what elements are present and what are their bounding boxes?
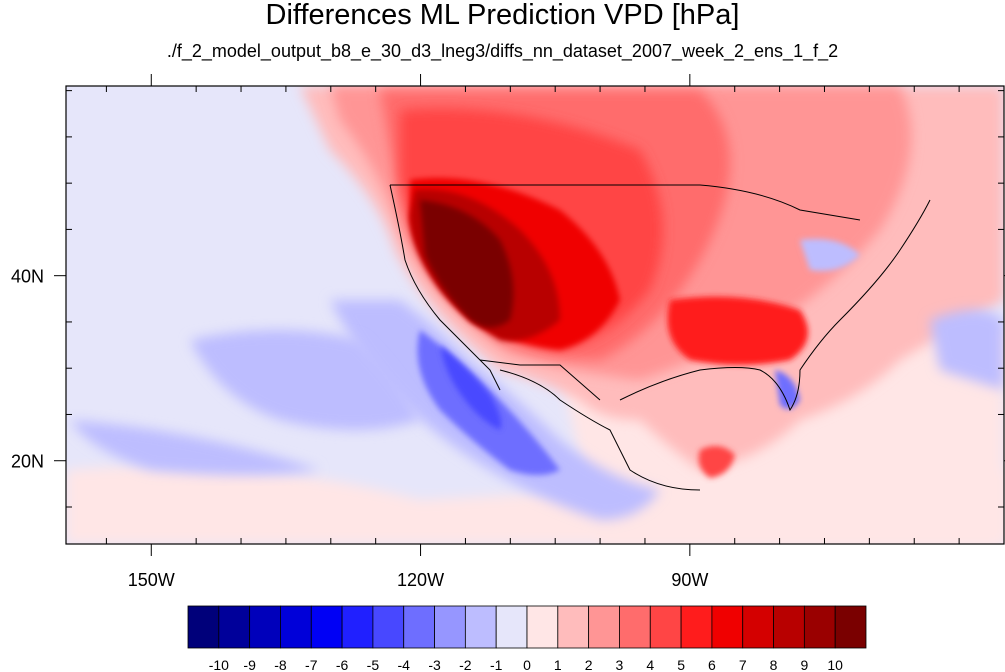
contour-field bbox=[66, 86, 1004, 544]
colorbar-label: 3 bbox=[616, 657, 624, 672]
coastlines bbox=[389, 184, 931, 491]
colorbar-swatch bbox=[649, 605, 682, 649]
colorbar-swatch bbox=[773, 605, 805, 649]
colorbar-label: 7 bbox=[739, 657, 747, 672]
colorbar-label: -1 bbox=[490, 657, 503, 672]
field-region bbox=[190, 330, 420, 430]
colorbar-label: -10 bbox=[209, 657, 229, 672]
colorbar-swatch bbox=[280, 605, 312, 649]
map-title: Differences ML Prediction VPD [hPa] bbox=[265, 0, 740, 31]
y-tick-label: 20N bbox=[11, 452, 44, 472]
coastline bbox=[499, 369, 701, 491]
colorbar-swatch bbox=[680, 605, 713, 649]
colorbar-swatch bbox=[218, 605, 251, 649]
field-region bbox=[667, 296, 808, 365]
colorbar-label: -4 bbox=[398, 657, 411, 672]
colorbar-swatch bbox=[557, 605, 590, 649]
colorbar-label: 10 bbox=[827, 657, 843, 672]
colorbar-swatch bbox=[742, 605, 774, 649]
colorbar-label: 8 bbox=[770, 657, 778, 672]
colorbar-swatch bbox=[619, 605, 651, 649]
field-region bbox=[698, 446, 735, 478]
colorbar-swatch bbox=[526, 605, 559, 649]
colorbar-swatch bbox=[495, 605, 528, 649]
colorbar-swatch bbox=[372, 605, 405, 649]
colorbar-swatch bbox=[834, 605, 867, 649]
colorbar-label: 9 bbox=[800, 657, 808, 672]
border-line bbox=[390, 184, 861, 221]
colorbar-label: 6 bbox=[708, 657, 716, 672]
colorbar-label: -8 bbox=[274, 657, 287, 672]
x-tick-label: 90W bbox=[671, 570, 708, 590]
colorbar-swatch bbox=[803, 605, 836, 649]
colorbar-swatch bbox=[434, 605, 466, 649]
colorbar-label: -6 bbox=[336, 657, 349, 672]
axis-tick-labels: 150W 120W 90W 40N 20N bbox=[11, 267, 708, 590]
colorbar-swatch bbox=[310, 605, 343, 649]
axis-ticks bbox=[54, 74, 1005, 556]
coastline bbox=[619, 199, 931, 412]
colorbar-swatch bbox=[403, 605, 435, 649]
y-tick-label: 40N bbox=[11, 267, 44, 287]
map-subtitle: ./f_2_model_output_b8_e_30_d3_lneg3/diff… bbox=[166, 41, 839, 61]
colorbar-label: -7 bbox=[305, 657, 318, 672]
field-region bbox=[440, 345, 502, 430]
colorbar-label: 4 bbox=[646, 657, 654, 672]
x-tick-label: 120W bbox=[397, 570, 444, 590]
colorbar-swatch bbox=[249, 605, 281, 649]
plot-frame bbox=[65, 85, 1005, 545]
colorbar-label: -5 bbox=[367, 657, 380, 672]
colorbar-swatch bbox=[464, 605, 497, 649]
colorbar-label: 2 bbox=[585, 657, 593, 672]
border-line bbox=[479, 359, 601, 401]
colorbar-label: -9 bbox=[243, 657, 256, 672]
field-region bbox=[930, 310, 1004, 390]
colorbar-swatch bbox=[187, 605, 220, 649]
x-tick-label: 150W bbox=[128, 570, 175, 590]
colorbar: -10 -9 -8 -7 -6 -5 -4 -3 -2 -1 0 1 2 3 4 5 6 7 8 9 10 bbox=[187, 605, 867, 672]
coastline bbox=[389, 184, 501, 391]
field-region bbox=[70, 420, 320, 475]
colorbar-label: -2 bbox=[459, 657, 472, 672]
colorbar-swatch bbox=[588, 605, 620, 649]
field-region bbox=[775, 370, 800, 409]
colorbar-label: -3 bbox=[428, 657, 441, 672]
colorbar-label: 1 bbox=[554, 657, 562, 672]
colorbar-swatch bbox=[711, 605, 744, 649]
colorbar-swatch bbox=[341, 605, 374, 649]
colorbar-label: 0 bbox=[523, 657, 531, 672]
colorbar-label: 5 bbox=[677, 657, 685, 672]
field-region bbox=[420, 200, 514, 328]
field-region bbox=[800, 239, 860, 271]
